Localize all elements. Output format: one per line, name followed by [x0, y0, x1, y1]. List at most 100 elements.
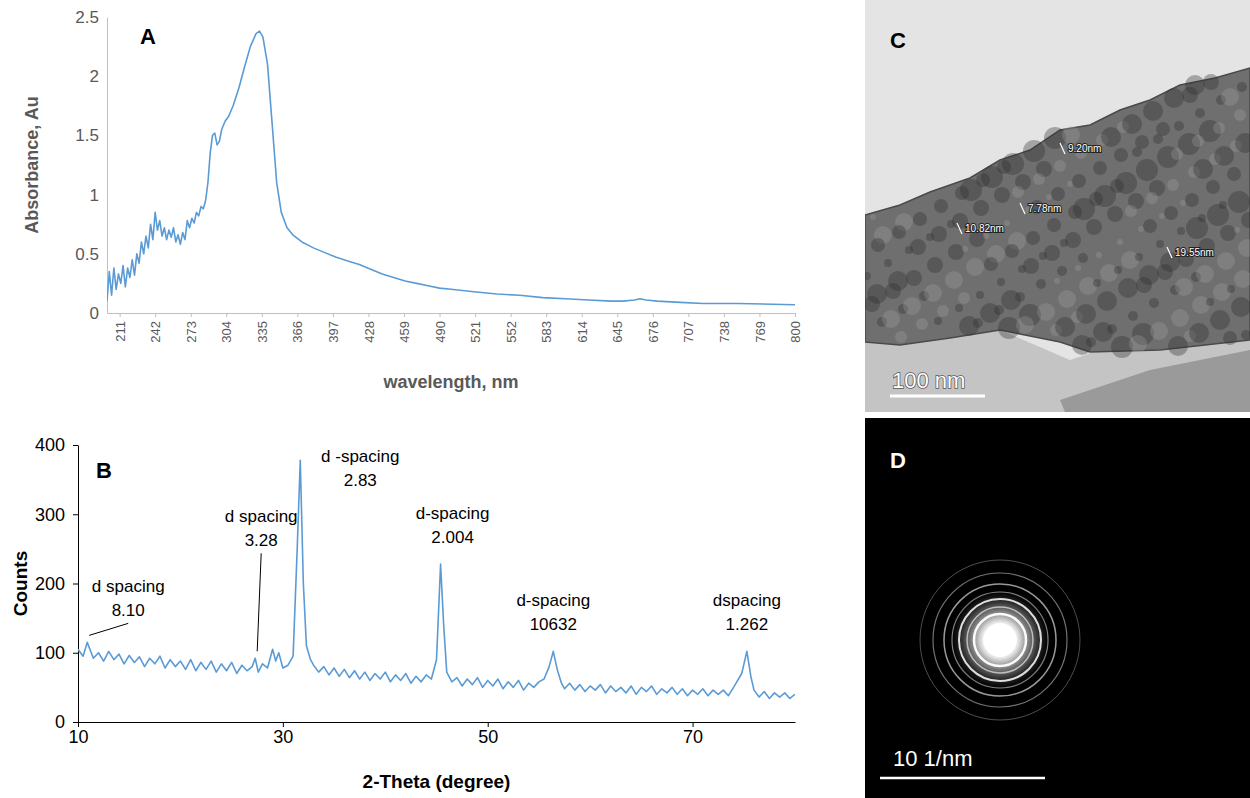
figure: 2112422733043353663974284594905215525836…: [0, 0, 1250, 798]
texture-spot: [1234, 227, 1240, 233]
y-tick-mark: [73, 653, 78, 654]
x-tick: 273: [184, 313, 199, 343]
x-tick-mark: [120, 313, 121, 317]
x-tick-label: 707: [681, 321, 696, 343]
saed-background: [865, 418, 1250, 798]
tem-panel: 9.20nm7.78nm10.82nm19.55nm100 nmC: [863, 0, 1250, 412]
x-tick-label: 428: [361, 321, 376, 343]
texture-spot: [1234, 270, 1250, 288]
texture-spot: [1156, 240, 1164, 248]
texture-spot: [1135, 135, 1149, 149]
annotation-text: 1.262: [726, 615, 769, 634]
texture-spot: [981, 166, 1003, 188]
texture-spot: [1078, 253, 1088, 263]
texture-spot: [973, 318, 983, 328]
texture-spot: [1228, 191, 1250, 213]
texture-spot: [1136, 277, 1152, 293]
texture-spot: [1073, 198, 1095, 220]
y-tick: 100: [35, 643, 78, 663]
texture-spot: [1189, 323, 1209, 343]
texture-spot: [997, 278, 1005, 286]
texture-spot: [1096, 252, 1102, 258]
texture-spot: [871, 238, 885, 252]
x-tick-mark: [617, 313, 618, 317]
texture-spot: [1143, 101, 1163, 121]
texture-spot: [1234, 109, 1246, 121]
texture-spot: [1101, 127, 1121, 147]
texture-spot: [1015, 292, 1025, 302]
x-tick-mark: [297, 313, 298, 317]
saed-center: [983, 623, 1017, 657]
specimen: [865, 68, 1250, 352]
x-tick: 800: [788, 313, 803, 343]
texture-spot: [1223, 331, 1237, 345]
y-tick: 400: [35, 435, 78, 455]
x-tick: 459: [397, 313, 412, 343]
texture-spot: [1171, 148, 1183, 160]
x-axis-title: wavelength, nm: [382, 372, 518, 392]
texture-spot: [1150, 322, 1168, 340]
y-tick: 1.5: [75, 126, 107, 145]
texture-spot: [1210, 310, 1230, 330]
texture-spot: [1044, 245, 1060, 261]
y-tick-mark: [73, 722, 78, 723]
x-tick: 70: [683, 722, 703, 747]
x-tick-mark: [511, 313, 512, 317]
annotation-text: d spacing: [225, 507, 298, 526]
texture-spot: [1072, 174, 1086, 188]
texture-spot: [934, 317, 942, 325]
y-tick-label: 200: [35, 574, 65, 594]
annotation-text: d-spacing: [516, 591, 590, 610]
y-tick-label: 400: [35, 435, 65, 455]
annotation-text: dspacing: [713, 591, 781, 610]
texture-spot: [1107, 206, 1123, 222]
texture-spot: [1122, 114, 1142, 134]
y-tick: 2.5: [75, 8, 107, 27]
texture-spot: [1037, 303, 1055, 321]
x-tick-mark: [333, 313, 334, 317]
x-tick-mark: [724, 313, 725, 317]
texture-spot: [976, 291, 984, 299]
panel-letter: C: [890, 28, 906, 53]
texture-spot: [1094, 185, 1116, 207]
y-tick-label: 100: [35, 643, 65, 663]
annotation-text: 2.004: [431, 528, 474, 547]
texture-spot: [1167, 179, 1179, 191]
x-tick: 769: [753, 313, 768, 343]
texture-spot: [1016, 316, 1034, 334]
texture-spot: [1214, 146, 1234, 166]
texture-spot: [1129, 335, 1147, 353]
texture-spot: [892, 225, 906, 239]
saed-ring: [967, 607, 1033, 673]
x-tick: 50: [478, 722, 498, 747]
texture-spot: [1213, 283, 1231, 301]
x-tick: 366: [290, 313, 305, 343]
texture-spot: [1121, 251, 1139, 269]
texture-spot: [1149, 298, 1159, 308]
texture-spot: [948, 244, 964, 260]
texture-spot: [1107, 324, 1117, 334]
measure-line: [1167, 247, 1172, 258]
texture-spot: [984, 257, 998, 271]
texture-spot: [1192, 296, 1210, 314]
texture-spot: [1177, 227, 1185, 235]
texture-spot: [1093, 279, 1101, 287]
texture-spot: [1005, 244, 1019, 258]
texture-spot: [895, 331, 907, 343]
texture-spot: [1047, 218, 1061, 232]
texture-spot: [1132, 147, 1142, 157]
texture-spot: [1051, 187, 1065, 201]
tem-image: [865, 0, 1250, 412]
texture-spot: [1143, 219, 1157, 233]
texture-spot: [916, 318, 928, 330]
x-axis: 2112422733043353663974284594905215525836…: [108, 313, 804, 343]
y-tick: 200: [35, 574, 78, 594]
texture-spot: [865, 272, 871, 280]
saed-ring: [974, 614, 1026, 666]
x-tick-label: 583: [539, 321, 554, 343]
annotations: d spacing8.10d spacing3.28d -spacing2.83…: [89, 447, 781, 651]
texture-spot: [1114, 148, 1128, 162]
texture-spot: [1195, 108, 1205, 118]
annotation-text: 3.28: [245, 531, 278, 550]
texture-spot: [1171, 309, 1189, 327]
